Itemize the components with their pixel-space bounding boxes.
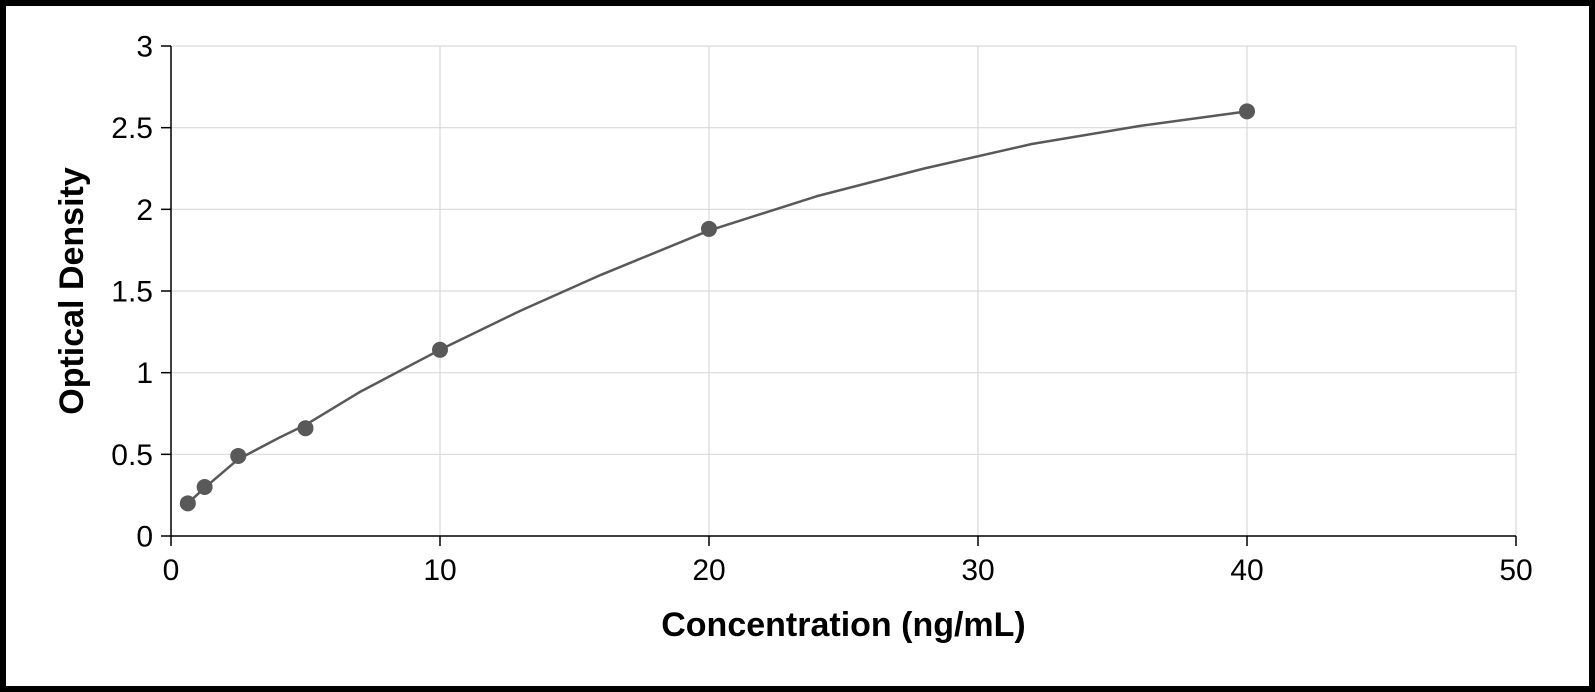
y-tick-label: 2: [136, 194, 153, 227]
data-point: [180, 495, 196, 511]
data-point: [230, 448, 246, 464]
y-tick-label: 2.5: [111, 112, 153, 145]
data-point: [701, 221, 717, 237]
x-tick-label: 10: [423, 554, 456, 587]
y-axis-label: Optical Density: [53, 167, 91, 415]
x-tick-label: 20: [692, 554, 725, 587]
x-axis-label: Concentration (ng/mL): [661, 606, 1026, 644]
data-point: [1239, 103, 1255, 119]
x-tick-label: 30: [961, 554, 994, 587]
x-tick-label: 50: [1499, 554, 1532, 587]
x-tick-label: 40: [1230, 554, 1263, 587]
chart-frame: 0 10 20 30 40 50 0 0.5 1 1.5 2 2.5 3 Concentration (n…: [0, 0, 1595, 692]
y-tick-label: 1.5: [111, 276, 153, 309]
y-tick-label: 0: [136, 521, 153, 554]
optical-density-chart: 0 10 20 30 40 50 0 0.5 1 1.5 2 2.5 3 Concentration (n…: [6, 6, 1589, 686]
data-point: [197, 479, 213, 495]
data-point: [298, 420, 314, 436]
data-point: [432, 342, 448, 358]
x-tick-label: 0: [163, 554, 180, 587]
y-tick-label: 0.5: [111, 439, 153, 472]
y-tick-label: 1: [136, 357, 153, 390]
y-tick-label: 3: [136, 31, 153, 64]
